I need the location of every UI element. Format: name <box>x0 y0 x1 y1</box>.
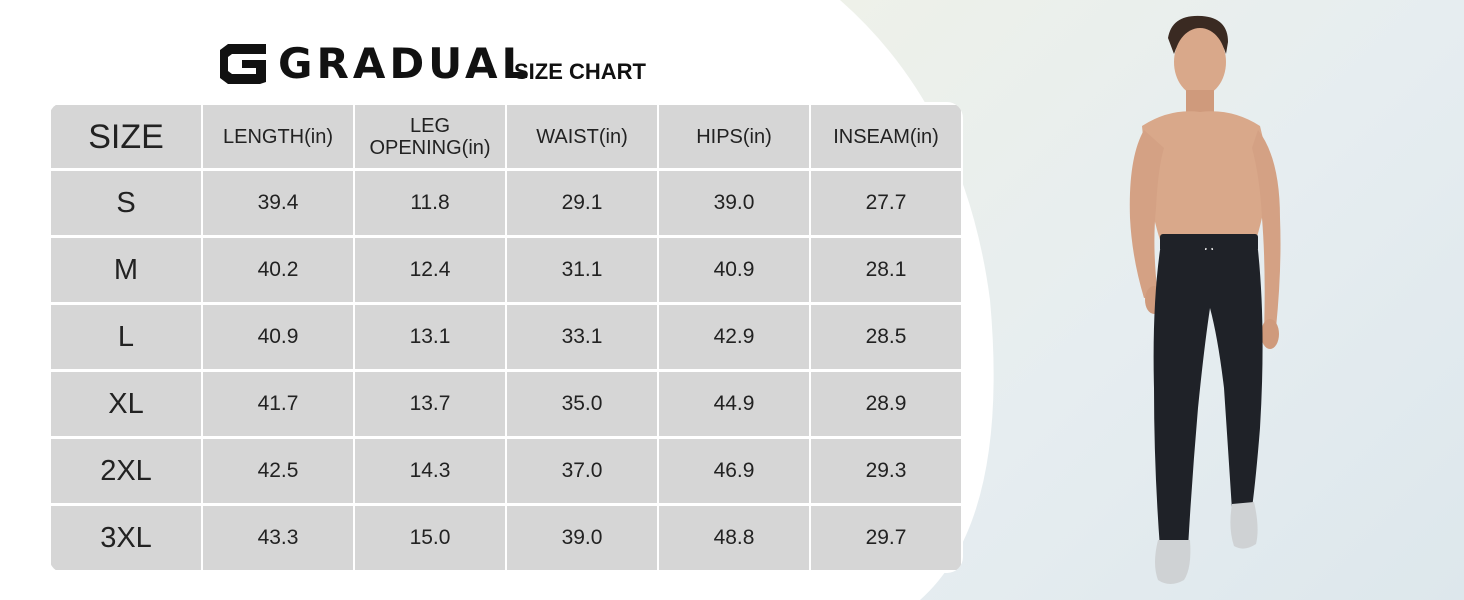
table-row: S 39.4 11.8 29.1 39.0 27.7 <box>51 171 961 235</box>
header-row: SIZE LENGTH(in) LEG OPENING(in) WAIST(in… <box>51 105 961 168</box>
hips-cell: 46.9 <box>659 439 809 503</box>
leg-opening-cell: 12.4 <box>355 238 505 302</box>
size-cell: L <box>51 305 201 369</box>
hips-cell: 42.9 <box>659 305 809 369</box>
inseam-cell: 28.1 <box>811 238 961 302</box>
model-in-joggers-icon <box>1129 15 1281 584</box>
table-row: M 40.2 12.4 31.1 40.9 28.1 <box>51 238 961 302</box>
waist-cell: 39.0 <box>507 506 657 570</box>
size-cell: M <box>51 238 201 302</box>
column-header-leg-opening: LEG OPENING(in) <box>355 105 505 168</box>
column-header-hips: HIPS(in) <box>659 105 809 168</box>
length-cell: 40.2 <box>203 238 353 302</box>
size-cell: XL <box>51 372 201 436</box>
waist-cell: 31.1 <box>507 238 657 302</box>
column-header-inseam: INSEAM(in) <box>811 105 961 168</box>
inseam-cell: 28.9 <box>811 372 961 436</box>
hips-cell: 40.9 <box>659 238 809 302</box>
brand-name: GRADUAL <box>278 39 533 88</box>
table-row: XL 41.7 13.7 35.0 44.9 28.9 <box>51 372 961 436</box>
leg-opening-cell: 14.3 <box>355 439 505 503</box>
waist-cell: 29.1 <box>507 171 657 235</box>
hips-cell: 39.0 <box>659 171 809 235</box>
table-row: 3XL 43.3 15.0 39.0 48.8 29.7 <box>51 506 961 570</box>
table-row: 2XL 42.5 14.3 37.0 46.9 29.3 <box>51 439 961 503</box>
inseam-cell: 28.5 <box>811 305 961 369</box>
length-cell: 40.9 <box>203 305 353 369</box>
size-cell: S <box>51 171 201 235</box>
column-header-length: LENGTH(in) <box>203 105 353 168</box>
gradual-logo-icon <box>220 44 266 84</box>
column-header-waist: WAIST(in) <box>507 105 657 168</box>
chart-title: SIZE CHART <box>514 59 646 84</box>
inseam-cell: 29.3 <box>811 439 961 503</box>
size-cell: 3XL <box>51 506 201 570</box>
leg-opening-cell: 11.8 <box>355 171 505 235</box>
size-chart-table: SIZE LENGTH(in) LEG OPENING(in) WAIST(in… <box>49 102 963 573</box>
leg-opening-cell: 15.0 <box>355 506 505 570</box>
column-header-size: SIZE <box>51 105 201 168</box>
length-cell: 39.4 <box>203 171 353 235</box>
waist-cell: 35.0 <box>507 372 657 436</box>
length-cell: 41.7 <box>203 372 353 436</box>
table-row: L 40.9 13.1 33.1 42.9 28.5 <box>51 305 961 369</box>
leg-opening-cell: 13.7 <box>355 372 505 436</box>
size-cell: 2XL <box>51 439 201 503</box>
waist-cell: 33.1 <box>507 305 657 369</box>
leg-opening-cell: 13.1 <box>355 305 505 369</box>
length-cell: 43.3 <box>203 506 353 570</box>
inseam-cell: 29.7 <box>811 506 961 570</box>
hips-cell: 48.8 <box>659 506 809 570</box>
brand-header: GRADUAL <box>216 40 532 88</box>
waist-cell: 37.0 <box>507 439 657 503</box>
length-cell: 42.5 <box>203 439 353 503</box>
inseam-cell: 27.7 <box>811 171 961 235</box>
hips-cell: 44.9 <box>659 372 809 436</box>
